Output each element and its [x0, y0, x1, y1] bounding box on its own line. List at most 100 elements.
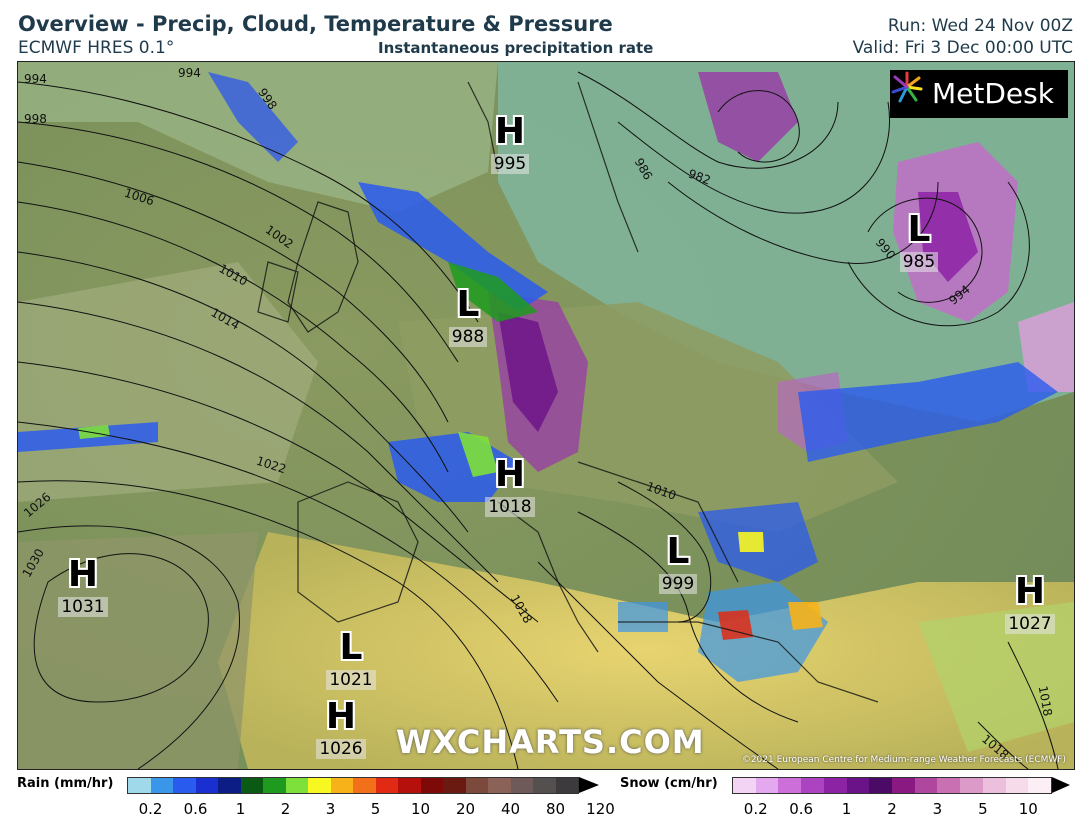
pressure-value: 1026: [316, 739, 366, 759]
rain-swatch: [150, 778, 173, 793]
model-label: ECMWF HRES 0.1°: [18, 38, 175, 58]
rain-tick-label: 1: [235, 800, 246, 818]
rain-swatch: [285, 778, 308, 793]
snow-tick-label: 2: [887, 800, 897, 818]
low-pressure-symbol: L: [666, 531, 690, 572]
rain-swatch: [173, 778, 196, 793]
snow-swatch: [892, 778, 915, 793]
high-pressure-symbol: H: [494, 111, 526, 152]
rain-tick-label: 120: [586, 800, 615, 818]
snow-color-scale: [732, 777, 1052, 794]
product-label: Instantaneous precipitation rate: [378, 39, 654, 57]
rain-swatch: [240, 778, 263, 793]
pressure-center: H 1027: [1000, 574, 1060, 634]
rain-swatch: [533, 778, 556, 793]
high-pressure-symbol: H: [1014, 571, 1046, 612]
chart-title: Overview - Precip, Cloud, Temperature & …: [18, 12, 613, 36]
rain-tick-label: 3: [325, 800, 336, 818]
snow-swatch: [755, 778, 779, 793]
isobar-label: 998: [24, 112, 47, 126]
rain-swatch: [510, 778, 533, 793]
wxcharts-watermark: WXCHARTS.COM: [396, 723, 705, 761]
rain-swatch: [443, 778, 466, 793]
snow-legend-title: Snow (cm/hr): [620, 776, 718, 791]
weather-map[interactable]: MetDesk H 995 L 985 L 988 H 1018 L 999 H…: [17, 61, 1075, 770]
pressure-value: 985: [899, 252, 939, 272]
snow-tick-label: 1: [841, 800, 852, 818]
pressure-value: 1031: [58, 597, 108, 617]
copyright-notice: ©2021 European Centre for Medium-range W…: [741, 755, 1066, 765]
pressure-center: H 995: [480, 114, 540, 174]
pressure-center: H 1026: [311, 699, 371, 759]
low-pressure-symbol: L: [907, 209, 931, 250]
rain-tick-label: 0.2: [138, 800, 163, 818]
rain-swatch: [465, 778, 488, 793]
metdesk-star-icon: [891, 71, 923, 103]
pressure-value: 995: [490, 154, 530, 174]
pressure-center: L 1021: [321, 630, 381, 690]
snow-swatch: [937, 778, 961, 793]
snow-scale-arrow: [1052, 777, 1070, 793]
snow-swatch: [1005, 778, 1029, 793]
snow-tick-label: 0.2: [743, 800, 768, 818]
rain-swatch: [195, 778, 218, 793]
rain-swatch: [353, 778, 376, 793]
rain-swatch: [398, 778, 421, 793]
high-pressure-symbol: H: [67, 554, 99, 595]
rain-tick-label: 5: [370, 800, 381, 818]
rain-tick-label: 80: [545, 800, 566, 818]
high-pressure-symbol: H: [325, 696, 357, 737]
pressure-value: 999: [658, 574, 698, 594]
snow-tick-label: 3: [932, 800, 943, 818]
isobar-label: 994: [178, 66, 201, 80]
rain-swatch: [218, 778, 241, 793]
snow-tick-label: 0.6: [789, 800, 814, 818]
rain-swatch: [263, 778, 286, 793]
pressure-value: 1027: [1005, 614, 1055, 634]
snow-tick-label: 10: [1018, 800, 1038, 818]
pressure-value: 988: [448, 327, 488, 347]
pressure-value: 1021: [326, 670, 376, 690]
snow-swatch: [733, 778, 756, 793]
rain-legend-title: Rain (mm/hr): [17, 776, 114, 791]
metdesk-logo: MetDesk: [890, 70, 1068, 118]
snow-swatch: [801, 778, 824, 793]
snow-swatch: [914, 778, 938, 793]
low-pressure-symbol: L: [456, 284, 480, 325]
rain-swatch: [128, 778, 151, 793]
snow-swatch: [778, 778, 802, 793]
rain-swatch: [375, 778, 398, 793]
rain-tick-label: 0.6: [183, 800, 208, 818]
snow-swatch: [982, 778, 1006, 793]
rain-swatch: [555, 778, 578, 793]
pressure-value: 1018: [485, 497, 535, 517]
valid-time: Valid: Fri 3 Dec 00:00 UTC: [852, 38, 1073, 58]
high-pressure-symbol: H: [494, 454, 526, 495]
pressure-center: H 1018: [480, 457, 540, 517]
snow-swatch: [846, 778, 870, 793]
isobar-label: 994: [24, 72, 47, 86]
rain-tick-label: 40: [500, 800, 521, 818]
pressure-center: L 999: [648, 534, 708, 594]
logo-text: MetDesk: [932, 77, 1054, 110]
rain-swatch: [420, 778, 443, 793]
run-time: Run: Wed 24 Nov 00Z: [887, 16, 1073, 36]
rain-color-scale: [127, 777, 579, 794]
map-background: [18, 62, 1074, 769]
pressure-center: H 1031: [53, 557, 113, 617]
legend: Rain (mm/hr) 0.2 0.6 1 2 3 5 10 20 40 80 120 Snow …: [17, 771, 1073, 835]
rain-swatch: [330, 778, 353, 793]
rain-swatch: [488, 778, 511, 793]
pressure-center: L 985: [889, 212, 949, 272]
rain-swatch: [308, 778, 331, 793]
rain-tick-label: 2: [280, 800, 291, 818]
snow-swatch: [823, 778, 847, 793]
snow-swatch: [869, 778, 893, 793]
pressure-center: L 988: [438, 287, 498, 347]
snow-swatch: [1028, 778, 1052, 793]
rain-tick-label: 20: [455, 800, 476, 818]
snow-tick-label: 5: [978, 800, 988, 818]
snow-swatch: [960, 778, 983, 793]
low-pressure-symbol: L: [339, 627, 363, 668]
rain-tick-label: 10: [410, 800, 431, 818]
